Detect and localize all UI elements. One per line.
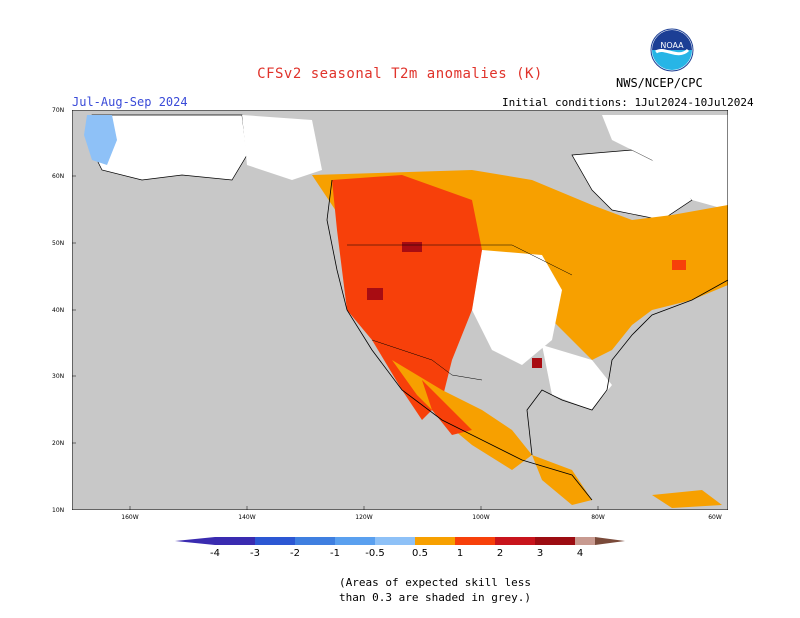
lat-label-60n: 60N <box>52 173 65 180</box>
lat-label-40n: 40N <box>52 307 65 314</box>
labrador-region <box>602 115 728 210</box>
colorbar-swatch--2 <box>295 537 335 545</box>
darkred-patch-1 <box>402 242 422 252</box>
colorbar-label--2: -2 <box>290 548 300 559</box>
mexico-red-region <box>422 380 472 435</box>
colorbar-swatch-4 <box>575 537 595 545</box>
lon-label-160w: 160W <box>121 514 139 521</box>
us-canada-border <box>347 244 573 276</box>
colorbar-swatch-2 <box>495 537 535 545</box>
lon-label-80w: 80W <box>591 514 605 521</box>
alaska-region <box>91 114 248 181</box>
logo-text: NOAA <box>660 41 684 50</box>
east-coastline <box>526 279 728 456</box>
lat-label-70n: 70N <box>52 107 65 114</box>
map-title: CFSv2 seasonal T2m anomalies (K) <box>257 66 543 82</box>
alaska-blue-patch <box>84 115 117 165</box>
initial-conditions-label: Initial conditions: 1Jul2024-10Jul2024 <box>502 96 754 109</box>
colorbar-label--3: -3 <box>250 548 260 559</box>
lat-label-20n: 20N <box>52 440 65 447</box>
colorbar-label-0.5: 0.5 <box>412 548 428 559</box>
west-coastline <box>326 179 593 501</box>
darkred-patch-4 <box>672 260 686 270</box>
colorbar-label-2: 2 <box>496 548 504 559</box>
colorbar-swatch-1 <box>455 537 495 545</box>
canada-north-region <box>242 115 322 180</box>
skill-note-line1: (Areas of expected skill less <box>338 576 532 589</box>
colorbar-label-4: 4 <box>576 548 584 559</box>
southeast-white <box>542 345 612 410</box>
lon-label-100w: 100W <box>472 514 490 521</box>
colorbar-label-1: 1 <box>456 548 464 559</box>
colorbar-swatch-3 <box>535 537 575 545</box>
colorbar-swatch--3 <box>255 537 295 545</box>
color-scale-bar <box>175 537 625 545</box>
colorbar-label--4: -4 <box>210 548 220 559</box>
colorbar-swatch--1 <box>335 537 375 545</box>
darkred-patch-2 <box>367 288 383 300</box>
colorbar-label-3: 3 <box>536 548 544 559</box>
central-us-white <box>472 250 562 365</box>
lat-label-10n: 10N <box>52 507 65 514</box>
skill-note-line2: than 0.3 are shaded in grey.) <box>338 591 532 604</box>
colorbar-swatch--4 <box>215 537 255 545</box>
west-red-region <box>332 175 482 420</box>
lon-label-60w: 60W <box>708 514 722 521</box>
noaa-logo: NOAA <box>650 28 694 72</box>
colorbar-low-arrow <box>175 537 215 545</box>
darkred-patch-3 <box>532 358 542 368</box>
us-mexico-border <box>371 339 483 381</box>
colorbar-high-arrow <box>595 537 625 545</box>
caribbean-patch <box>652 490 722 508</box>
lat-label-50n: 50N <box>52 240 65 247</box>
season-label: Jul-Aug-Sep 2024 <box>72 95 188 109</box>
agency-label: NWS/NCEP/CPC <box>616 76 703 90</box>
colorbar-swatch--0.5 <box>375 537 415 545</box>
lat-label-30n: 30N <box>52 373 65 380</box>
lon-label-120w: 120W <box>355 514 373 521</box>
colorbar-label--0.5: -0.5 <box>365 548 385 559</box>
lon-label-140w: 140W <box>238 514 256 521</box>
anomaly-map <box>72 110 728 510</box>
colorbar-swatch-0.5 <box>415 537 455 545</box>
colorbar-label--1: -1 <box>330 548 340 559</box>
